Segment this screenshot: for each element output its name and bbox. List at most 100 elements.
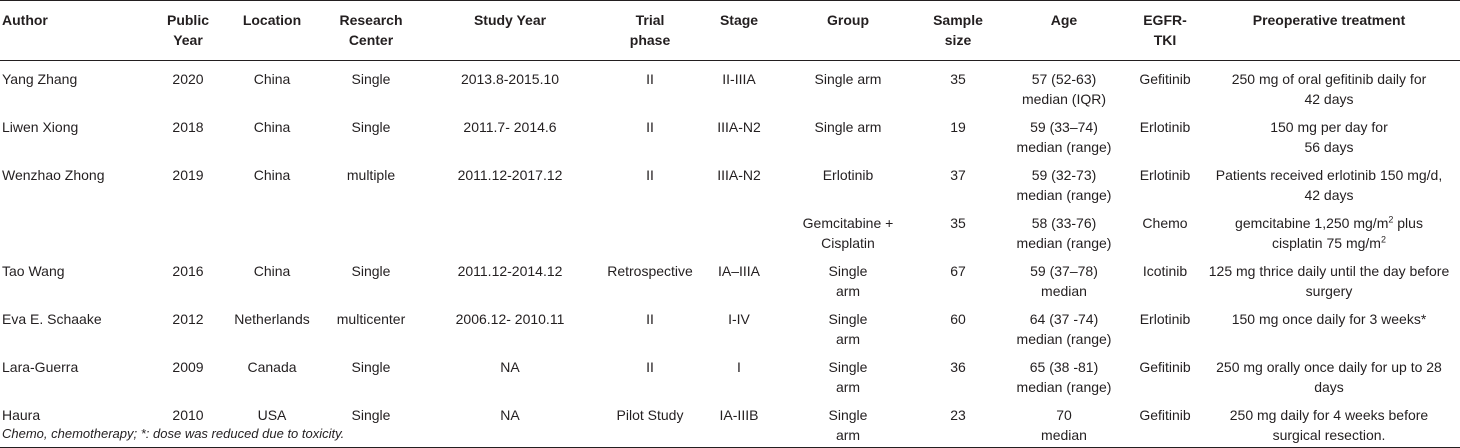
table-header: Author Public Year Location Research Center St… [0,0,1460,61]
cell-sample: 36 [950,359,966,375]
cell-treatment: 150 mg once daily for 3 weeks* [1198,301,1460,349]
column-header-public-year: Public Year [152,0,224,61]
cell-line: Erlotinib [822,167,874,183]
cell-study-year: 2011.12-2017.12 [457,167,563,183]
column-header-preoperative-treatment: Preoperative treatment [1198,0,1460,61]
cell-age: 64 (37 -74) median (range) [996,301,1132,349]
cell-phase: II [646,167,654,183]
cell-study-year: 2013.8-2015.10 [460,71,560,87]
cell-location: China [253,167,291,183]
cell-year [152,205,224,253]
header-text: phase [629,32,671,48]
cell-tki: Erlotinib [1139,119,1191,135]
cell-year: 2019 [172,167,204,183]
header-text: Research [339,12,403,28]
cell-age: 59 (32-73) median (range) [996,157,1132,205]
cell-author: Haura [0,397,152,448]
header-text: Author [2,12,48,28]
cell-location: USA [224,397,320,448]
column-header-location: Location [224,0,320,61]
cell-tki: Gefitinib [1139,359,1191,375]
cell-line: Gemcitabine + [802,215,894,231]
cell-sample: 35 [950,71,966,87]
column-header-stage: Stage [702,0,776,61]
superscript: 2 [1380,234,1386,245]
cell-group: Single arm [776,109,920,157]
cell-tki: Erlotinib [1139,167,1191,183]
cell-sample: 19 [950,119,966,135]
cell-line: Single [828,311,868,327]
header-text: TKI [1153,32,1177,48]
cell-tki: Erlotinib [1139,311,1191,327]
cell-year: 2012 [172,311,204,327]
header-text: Group [827,12,869,28]
cell-line: Cisplatin [821,235,875,251]
cell-stage: IA-IIIB [702,397,776,448]
cell-phase: II [646,311,654,327]
cell-phase: Retrospective [607,263,693,279]
cell-line: arm [835,379,861,395]
cell-line: median (range) [1016,379,1112,395]
cell-line: Single arm [814,119,882,135]
cell-author: Lara-Guerra [2,359,79,375]
cell-line: 70 [1056,407,1072,423]
header-text: Year [173,32,203,48]
cell-author: Wenzhao Zhong [2,167,105,183]
cell-line: arm [835,427,861,443]
header-text: Age [1050,12,1078,28]
cell-year: 2010 [152,397,224,448]
cell-phase [598,205,702,253]
cell-sample: 67 [950,263,966,279]
cell-stage: II-IIIA [722,71,756,87]
cell-line: median [1041,427,1087,443]
header-text: size [944,32,972,48]
cell-center: Single [320,397,422,448]
cell-line: median (range) [1016,331,1112,347]
cell-group: Gemcitabine + Cisplatin [776,205,920,253]
cell-age: 59 (37–78) median [996,253,1132,301]
cell-author: Eva E. Schaake [2,311,102,327]
cell-line: cisplatin 75 mg/m2 [1202,233,1456,253]
header-text: Location [242,12,302,28]
cell-tki: Gefitinib [1132,397,1198,448]
column-header-egfr-tki: EGFR- TKI [1132,0,1198,61]
cell-group: Single arm [776,61,920,110]
header-text: Sample [933,12,983,28]
cell-author: Liwen Xiong [2,119,79,135]
cell-treatment: 150 mg per day for 56 days [1198,109,1460,157]
cell-line: 59 (32-73) [1031,167,1097,183]
cell-line: 42 days [1304,187,1354,203]
cell-line: 58 (33-76) [1031,215,1097,231]
cell-stage: IIIA-N2 [717,167,761,183]
cell-line: Single [828,263,868,279]
cell-line: Single [828,407,868,423]
cell-phase: Pilot Study [598,397,702,448]
cell-treatment: 250 mg of oral gefitinib daily for 42 day… [1198,61,1460,110]
table-row: Yang Zhang 2020 China Single 2013.8-2015.10 I… [0,61,1460,110]
cell-line: Single arm [814,71,882,87]
cell-stage: I [737,359,741,375]
cell-line: median [1041,283,1087,299]
cell-phase: II [646,119,654,135]
table-row: Wenzhao Zhong 2019 China multiple 2011.12-20… [0,157,1460,205]
cell-sample: 37 [950,167,966,183]
header-text: Public [166,12,209,28]
cell-line: 57 (52-63) [1031,71,1097,87]
cell-group: Single arm [776,253,920,301]
column-header-author: Author [0,0,152,61]
cell-study-year [422,205,598,253]
superscript: 2 [1388,214,1394,225]
cell-line: surgery [1305,283,1353,299]
column-header-study-year: Study Year [422,0,598,61]
table-row: Gemcitabine + Cisplatin 35 58 (33-76) median… [0,205,1460,253]
cell-age: 65 (38 -81) median (range) [996,349,1132,397]
text-part: plus [1393,215,1423,231]
cell-age: 57 (52-63) median (IQR) [996,61,1132,110]
cell-treatment: 250 mg orally once daily for up to 28 day… [1198,349,1460,397]
table-row: Lara-Guerra 2009 Canada Single NA II I Single ar… [0,349,1460,397]
cell-center: Single [351,71,391,87]
cell-line: arm [835,283,861,299]
header-text: Center [348,32,394,48]
cell-center: Single [351,263,391,279]
